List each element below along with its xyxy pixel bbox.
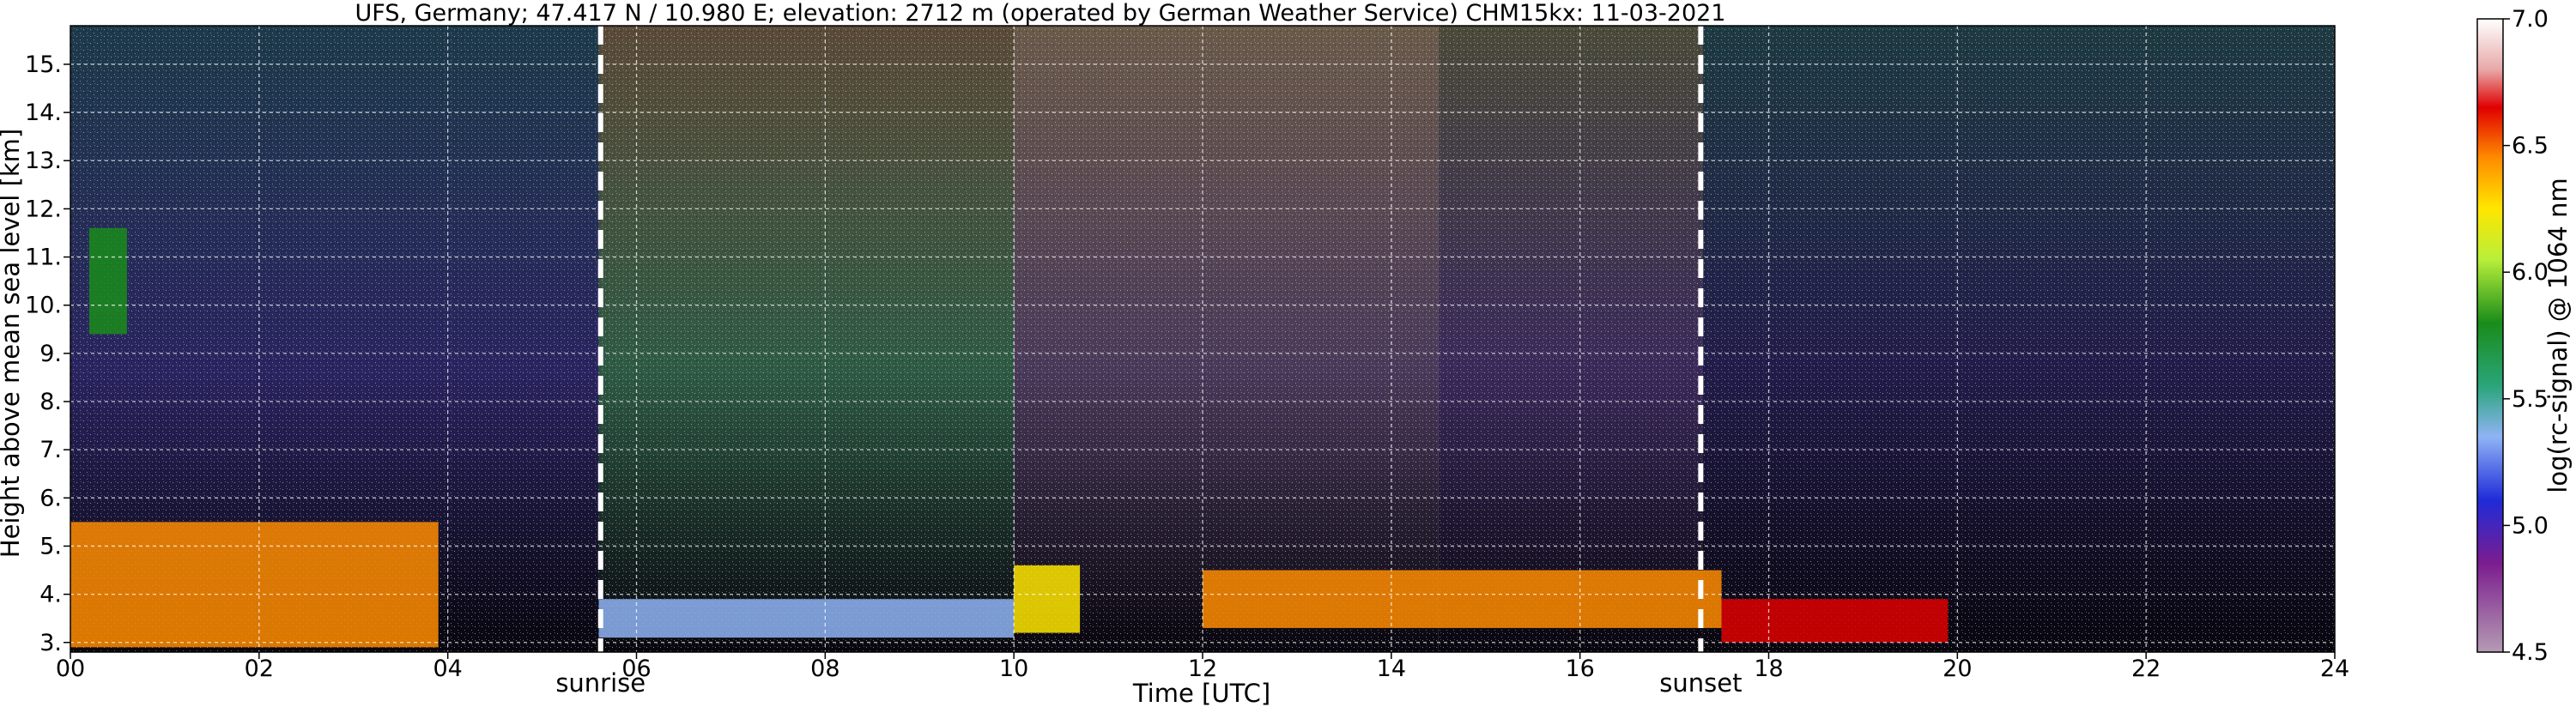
x-tick-label: 10 — [999, 656, 1028, 682]
colorbar-tick-label: 5.0 — [2512, 512, 2549, 539]
signal-layer — [1014, 565, 1081, 633]
colorbar-tick-label: 4.5 — [2512, 639, 2549, 666]
y-tick-label: 7. — [39, 437, 62, 463]
colorbar-tick-label: 5.5 — [2512, 386, 2549, 413]
cloud-aerosol-layers — [70, 227, 1949, 648]
y-tick-label: 15. — [25, 51, 62, 78]
signal-layer — [88, 227, 127, 335]
colorbar-ticks: 4.5 5.0 5.5 6.0 6.5 7.0 — [2503, 6, 2549, 666]
y-tick-label: 3. — [39, 630, 62, 656]
y-tick-label: 9. — [39, 341, 62, 367]
x-tick-label: 06 — [621, 656, 651, 682]
signal-layer — [70, 522, 439, 648]
signal-layer — [1203, 570, 1722, 628]
chart-title: UFS, Germany; 47.417 N / 10.980 E; eleva… — [355, 0, 1726, 27]
y-tick-label: 11. — [25, 245, 62, 271]
y-tick-label: 13. — [25, 148, 62, 174]
x-axis-label: Time [UTC] — [1132, 679, 1270, 707]
x-axis-ticks: 00 02 04 06 08 10 12 14 16 18 20 22 24 — [56, 652, 2349, 682]
x-tick-label: 16 — [1565, 656, 1594, 682]
colorbar-label: log(rc-signal) @ 1064 nm — [2543, 178, 2573, 492]
x-tick-label: 02 — [245, 656, 274, 682]
x-tick-label: 24 — [2320, 656, 2349, 682]
x-tick-label: 20 — [1943, 656, 1972, 682]
sunrise-label: sunrise — [555, 668, 646, 698]
x-tick-label: 14 — [1377, 656, 1406, 682]
sun-markers — [597, 26, 1704, 652]
colorbar-tick-label: 7.0 — [2512, 6, 2549, 33]
x-tick-label: 04 — [433, 656, 462, 682]
colorbar-tick-label: 6.0 — [2512, 259, 2549, 286]
y-axis-ticks: 3. 4. 5. 6. 7. 8. 9. 10. 11. 12. 13. 14. 15. — [25, 51, 70, 656]
colorbar-scale — [2476, 18, 2504, 653]
y-tick-label: 8. — [39, 389, 62, 415]
x-tick-label: 08 — [810, 656, 839, 682]
y-tick-label: 12. — [25, 196, 62, 222]
y-axis-label: Height above mean sea level [km] — [0, 129, 25, 558]
y-tick-label: 5. — [39, 533, 62, 559]
y-tick-label: 14. — [25, 100, 62, 126]
y-tick-label: 10. — [25, 293, 62, 319]
x-tick-label: 00 — [56, 656, 85, 682]
x-tick-label: 22 — [2131, 656, 2161, 682]
colorbar: 4.5 5.0 5.5 6.0 6.5 7.0 log(rc-signal) @ 1064… — [2476, 6, 2573, 666]
plot-area — [70, 25, 2336, 653]
sunset-label: sunset — [1659, 668, 1742, 698]
x-tick-label: 12 — [1188, 656, 1217, 682]
signal-layer — [598, 599, 1015, 638]
y-tick-label: 6. — [39, 485, 62, 511]
colorbar-tick-label: 6.5 — [2512, 133, 2549, 160]
y-tick-label: 4. — [39, 582, 62, 608]
x-tick-label: 18 — [1754, 656, 1783, 682]
signal-layer — [1721, 599, 1949, 643]
